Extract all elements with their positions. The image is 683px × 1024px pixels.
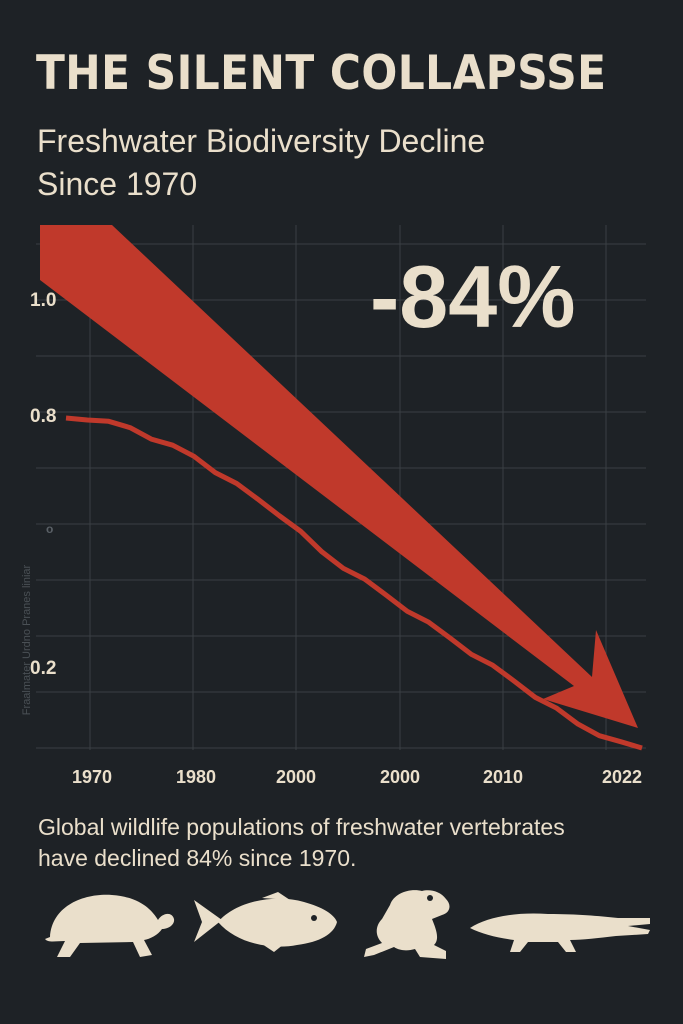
fish-icon — [194, 892, 337, 952]
decline-chart: 1.0 0.8 o 0.2 1970 1980 2000 2000 2010 2022 Fraa… — [21, 225, 646, 787]
caption-line-2: have declined 84% since 1970. — [38, 845, 357, 871]
frog-icon — [364, 890, 450, 959]
y-tick-label: 0.2 — [30, 658, 56, 679]
subtitle-line-2: Since 1970 — [37, 166, 198, 202]
page-title: THE SILENT COLLAPSSE — [36, 46, 607, 101]
x-tick-label: 2000 — [380, 767, 420, 787]
y-axis-title: Fraalmater Urdno Pranes liniar — [21, 564, 33, 715]
crocodile-icon — [470, 913, 650, 952]
animal-icons — [0, 880, 683, 980]
x-tick-label: 1970 — [72, 767, 112, 787]
x-tick-label: 2000 — [276, 767, 316, 787]
caption: Global wildlife populations of freshwate… — [38, 812, 668, 874]
decline-annotation: -84% — [370, 247, 575, 346]
decline-arrow — [40, 225, 638, 728]
y-tick-label: o — [46, 522, 53, 536]
series-line — [65, 415, 643, 751]
subtitle-line-1: Freshwater Biodiversity Decline — [37, 123, 486, 159]
x-axis-ticks: 1970 1980 2000 2000 2010 2022 — [72, 767, 642, 787]
turtle-icon — [45, 894, 175, 957]
page-subtitle: Freshwater Biodiversity Decline Since 19… — [37, 120, 637, 206]
y-axis-ticks: 1.0 0.8 o 0.2 — [30, 290, 56, 679]
x-tick-label: 2022 — [602, 767, 642, 787]
x-tick-label: 1980 — [176, 767, 216, 787]
y-tick-label: 0.8 — [30, 406, 56, 427]
caption-line-1: Global wildlife populations of freshwate… — [38, 814, 565, 840]
y-tick-label: 1.0 — [30, 290, 56, 311]
x-tick-label: 2010 — [483, 767, 523, 787]
